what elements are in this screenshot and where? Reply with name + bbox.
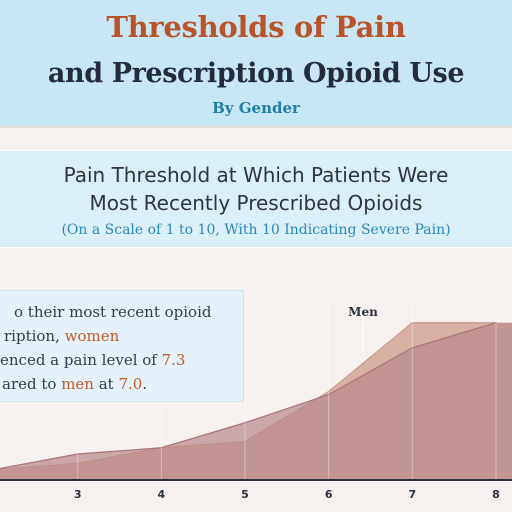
section-title-line-1: Pain Threshold at Which Patients Were <box>63 163 449 187</box>
callout-line-2-text: ription, <box>4 327 65 345</box>
callout-line-4-text-a: ared to <box>2 375 62 393</box>
area-series-2 <box>0 322 512 479</box>
header-divider <box>0 126 512 128</box>
callout-line-3-text: enced a pain level of <box>0 351 162 369</box>
legend-label-men: Men <box>348 305 378 319</box>
header-banner: Thresholds of Pain and Prescription Opio… <box>0 0 512 126</box>
data-point-s2-x8 <box>495 321 497 324</box>
x-tick-label-5: 5 <box>241 488 249 501</box>
main-subtitle: By Gender <box>212 99 300 117</box>
data-point-s2-x6 <box>327 393 330 396</box>
x-tick-label-6: 6 <box>325 488 333 501</box>
data-point-s2-x7 <box>411 346 414 349</box>
callout-women-highlight: women <box>64 327 120 345</box>
callout-line-1: o their most recent opioid <box>14 303 212 321</box>
callout-line-4: ared to men at 7.0. <box>2 375 147 393</box>
callout-line-4-text-b: at <box>93 375 119 393</box>
callout-women-value: 7.3 <box>161 351 186 369</box>
main-title-line-2: and Prescription Opioid Use <box>47 58 465 89</box>
section-title-line-2: Most Recently Prescribed Opioids <box>89 191 423 215</box>
callout-men-value: 7.0 <box>118 375 143 393</box>
x-tick-label-7: 7 <box>409 488 417 501</box>
data-point-s1-x7 <box>411 321 414 324</box>
data-point-s2-x5 <box>244 421 246 424</box>
x-tick-label-3: 3 <box>74 488 82 501</box>
main-title-line-1: Thresholds of Pain <box>106 10 406 44</box>
data-point-s2-x3 <box>76 453 79 455</box>
callout-line-3: enced a pain level of 7.3 <box>0 351 185 369</box>
section-title-banner: Pain Threshold at Which Patients Were Mo… <box>0 150 512 248</box>
data-point-s1-x6 <box>327 390 330 393</box>
callout-line-4-text-c: . <box>142 375 148 393</box>
data-point-s2-x4 <box>160 446 163 449</box>
callout-line-2: ription, women <box>4 327 119 345</box>
callout-men-highlight: men <box>61 375 94 393</box>
x-tick-label-4: 4 <box>158 488 166 501</box>
x-tick-label-8: 8 <box>492 488 500 501</box>
callout-box <box>0 290 244 402</box>
callout-text: o their most recent opioid ription, wome… <box>0 297 242 393</box>
callout-line-1-text: o their most recent opioid <box>14 303 212 321</box>
section-scale-note: (On a Scale of 1 to 10, With 10 Indicati… <box>61 222 451 238</box>
